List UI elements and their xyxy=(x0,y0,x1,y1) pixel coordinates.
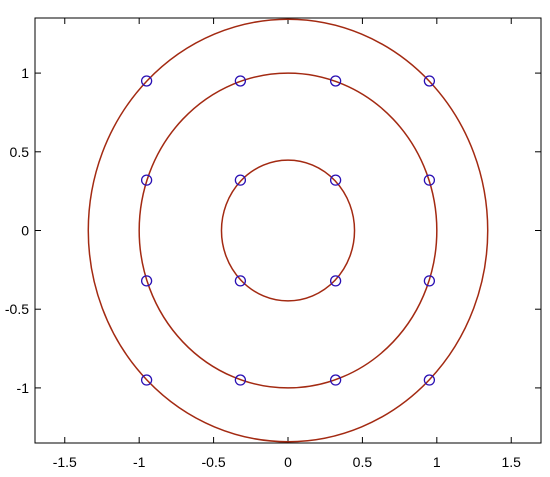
data-point xyxy=(329,75,342,87)
data-point xyxy=(140,275,153,287)
contour-circle xyxy=(220,159,356,302)
data-point xyxy=(234,374,247,386)
data-point xyxy=(423,275,436,287)
data-point xyxy=(234,275,247,287)
data-point xyxy=(423,75,436,87)
data-point xyxy=(140,75,153,87)
axis-ticks xyxy=(35,18,541,443)
plot-frame xyxy=(34,17,542,444)
x-tick-label: -1.5 xyxy=(53,454,77,470)
data-point xyxy=(234,174,247,186)
y-tick-labels: 1 0.5 0 -0.5 -1 xyxy=(5,65,29,396)
y-tick-label: 1 xyxy=(21,65,29,81)
data-point xyxy=(329,374,342,386)
data-point xyxy=(140,374,153,386)
data-point xyxy=(329,275,342,287)
x-tick-label: -1 xyxy=(133,454,146,470)
x-tick-label: 1 xyxy=(433,454,441,470)
contour-circle xyxy=(138,72,438,389)
data-point xyxy=(423,374,436,386)
x-tick-label: -0.5 xyxy=(202,454,226,470)
data-point xyxy=(423,174,436,186)
y-tick-label: -0.5 xyxy=(5,301,29,317)
x-tick-label: 0.5 xyxy=(353,454,373,470)
data-points xyxy=(140,75,436,386)
data-point xyxy=(329,174,342,186)
contour-circle xyxy=(87,18,489,443)
data-point xyxy=(234,75,247,87)
data-point xyxy=(140,174,153,186)
contour-circles xyxy=(87,18,489,443)
x-tick-label: 1.5 xyxy=(502,454,522,470)
y-tick-label: -1 xyxy=(17,380,30,396)
x-tick-label: 0 xyxy=(284,454,292,470)
y-tick-label: 0 xyxy=(21,223,29,239)
y-tick-label: 0.5 xyxy=(10,144,30,160)
x-tick-labels: -1.5 -1 -0.5 0 0.5 1 1.5 xyxy=(53,454,521,470)
